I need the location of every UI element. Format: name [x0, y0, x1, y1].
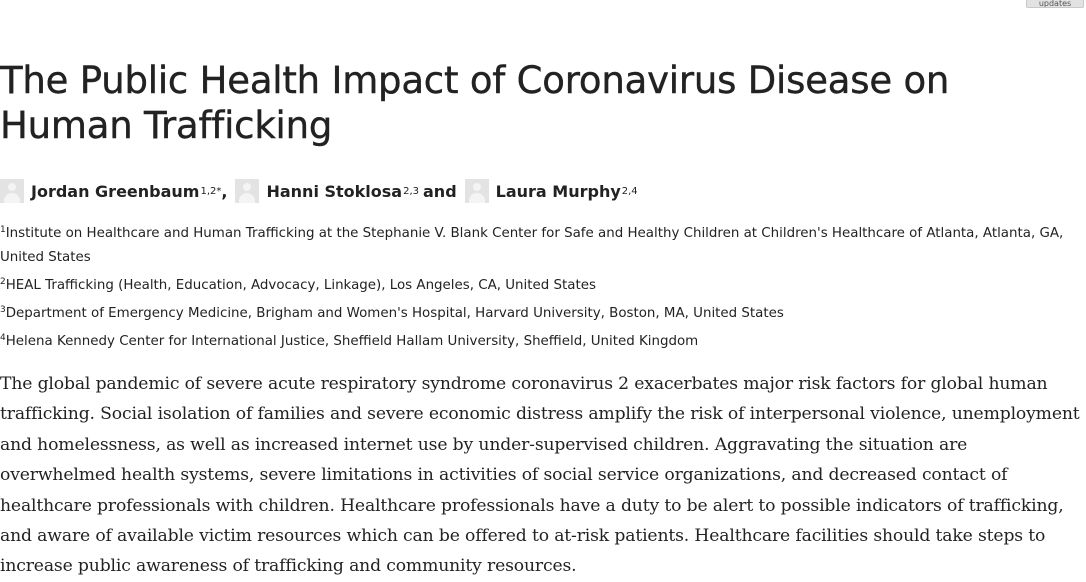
check-for-updates-label: updates: [1038, 0, 1072, 8]
check-for-updates-button[interactable]: updates: [1026, 0, 1084, 8]
author-separator: ,: [221, 181, 228, 201]
affiliation-item: 2HEAL Trafficking (Health, Education, Ad…: [0, 270, 1082, 298]
author-affiliation-marks: 1,2*: [200, 185, 222, 197]
affiliation-text: Helena Kennedy Center for International …: [5, 334, 699, 349]
author-avatar-icon: [464, 179, 489, 203]
author-link-murphy[interactable]: Laura Murphy: [495, 181, 621, 201]
affiliation-item: 3Department of Emergency Medicine, Brigh…: [0, 298, 1082, 326]
affiliation-text: Department of Emergency Medicine, Brigha…: [5, 306, 784, 321]
author-avatar-icon: [235, 179, 260, 203]
affiliation-mark: 4: [0, 333, 6, 343]
affiliation-text: HEAL Trafficking (Health, Education, Adv…: [5, 278, 596, 293]
author-list: Jordan Greenbaum 1,2* , Hanni Stoklosa 2…: [0, 178, 638, 204]
affiliation-mark: 3: [0, 305, 6, 315]
author-separator: and: [423, 181, 457, 201]
author-link-stoklosa[interactable]: Hanni Stoklosa: [266, 181, 403, 201]
abstract-text: The global pandemic of severe acute resp…: [0, 374, 1080, 577]
author-link-greenbaum[interactable]: Jordan Greenbaum: [31, 181, 200, 201]
article-title: The Public Health Impact of Coronavirus …: [0, 59, 950, 147]
author-affiliation-marks: 2,4: [621, 185, 638, 197]
affiliation-item: 4Helena Kennedy Center for International…: [0, 326, 1082, 354]
affiliation-item: 1Institute on Healthcare and Human Traff…: [0, 218, 1082, 270]
author-affiliation-marks: 2,3: [403, 185, 419, 197]
author-avatar-icon: [0, 179, 24, 203]
affiliation-list: 1Institute on Healthcare and Human Traff…: [0, 218, 1082, 354]
affiliation-text: Institute on Healthcare and Human Traffi…: [0, 226, 1064, 265]
affiliation-mark: 2: [0, 277, 6, 287]
affiliation-mark: 1: [0, 225, 6, 235]
